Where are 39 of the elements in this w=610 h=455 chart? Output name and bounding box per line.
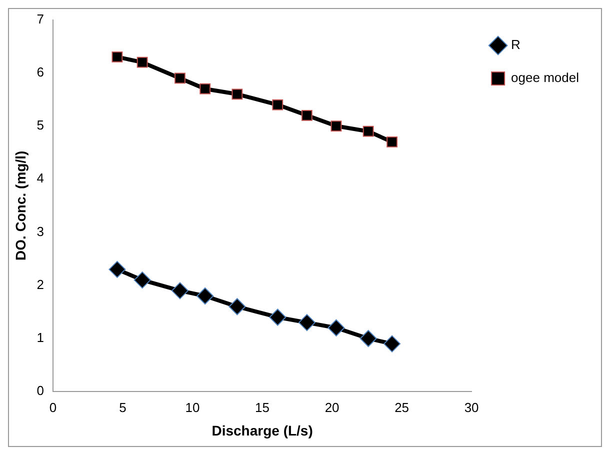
point [269, 308, 286, 326]
point [112, 52, 123, 62]
y-tick-label: 3 [36, 224, 44, 239]
x-tick-label: 0 [49, 400, 57, 415]
y-axis-title: DO. Conc. (mg/l) [12, 150, 28, 261]
point [362, 126, 374, 137]
point [301, 110, 312, 121]
y-tick-label: 0 [36, 383, 44, 398]
point [384, 335, 401, 352]
y-tick-label: 7 [36, 11, 44, 26]
point [108, 260, 126, 278]
y-tick-label: 5 [36, 118, 44, 133]
x-tick-label: 25 [394, 400, 410, 415]
point [328, 319, 345, 336]
y-tick-label: 4 [36, 170, 44, 186]
legend-label: R [511, 37, 520, 52]
point [174, 72, 186, 84]
y-tick-label: 2 [36, 276, 44, 292]
point [136, 56, 148, 68]
point [232, 88, 243, 100]
x-tick-label: 20 [324, 400, 340, 415]
x-tick-label: 30 [464, 400, 479, 415]
x-tick-label: 5 [119, 400, 126, 415]
point [272, 99, 284, 110]
point [330, 120, 342, 132]
point [386, 136, 398, 148]
point [196, 287, 214, 304]
point [171, 282, 188, 300]
point [228, 298, 246, 316]
legend-label: ogee model [511, 70, 580, 86]
point [360, 330, 377, 347]
point [200, 83, 211, 94]
x-axis-title: Discharge (L/s) [212, 422, 313, 438]
point [298, 314, 316, 332]
point [134, 272, 151, 289]
y-tick-label: 6 [36, 64, 44, 80]
x-tick-label: 15 [255, 400, 270, 415]
y-tick-label: 1 [36, 330, 44, 346]
x-tick-label: 10 [185, 400, 200, 415]
